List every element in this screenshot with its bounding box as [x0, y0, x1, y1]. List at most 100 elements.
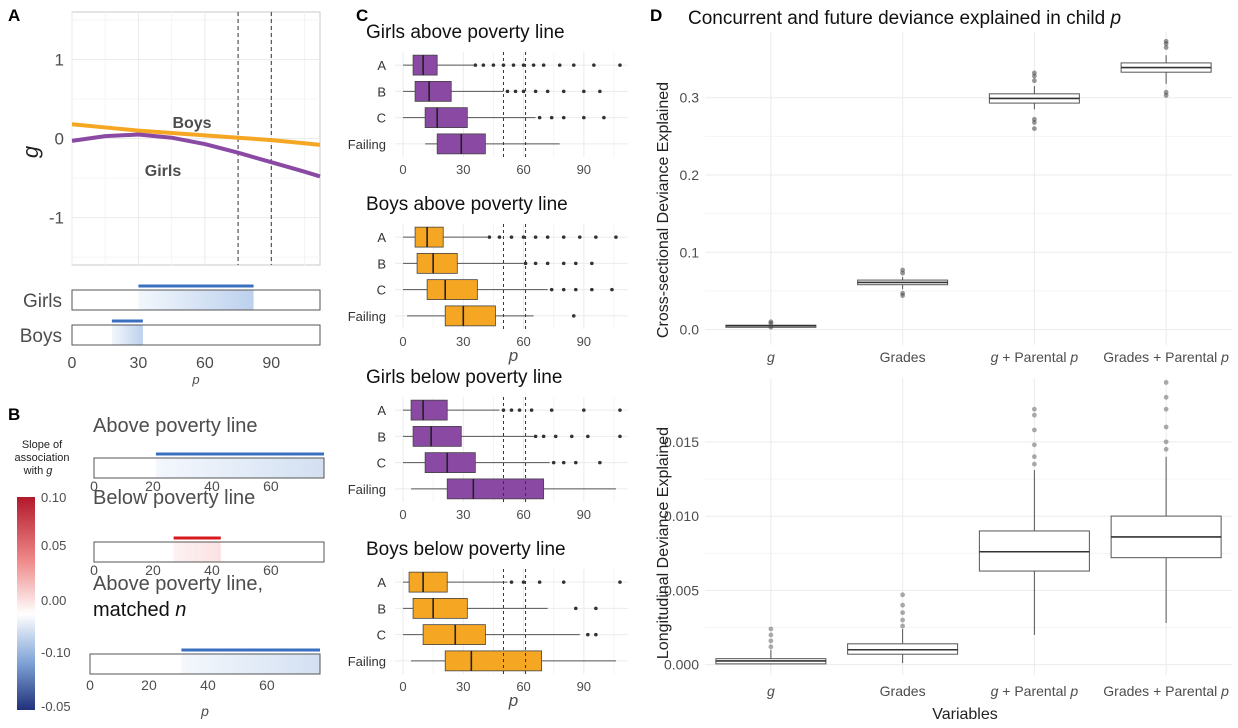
outlier — [481, 63, 486, 67]
legend-tick-label: 0.00 — [41, 593, 66, 608]
panel-b-xlabel: p — [200, 703, 209, 719]
x-tick-label: 60 — [259, 677, 275, 693]
x-category-text: + Parental — [998, 683, 1070, 699]
y-tick-label: 0 — [55, 130, 64, 149]
outlier — [900, 267, 906, 273]
category-label: C — [377, 283, 386, 298]
outlier — [1031, 126, 1037, 132]
category-label: C — [377, 628, 386, 643]
outlier — [1031, 427, 1037, 433]
x-tick-label: 30 — [456, 679, 470, 694]
outlier — [561, 287, 566, 292]
outlier — [900, 623, 906, 629]
sig-fill — [138, 290, 254, 310]
outlier — [517, 408, 522, 412]
x-category-label: Grades + Parental p — [1103, 683, 1229, 699]
category-label: A — [377, 230, 386, 245]
category-label: A — [377, 403, 386, 418]
outlier — [586, 434, 590, 439]
x-category-var: p — [1220, 349, 1229, 365]
outlier — [523, 261, 528, 266]
category-label: Failing — [348, 309, 386, 324]
outlier — [614, 235, 618, 239]
outlier — [533, 89, 538, 94]
category-label: B — [377, 601, 386, 616]
outlier — [598, 89, 602, 94]
girls-curve — [71, 132, 321, 179]
outlier — [594, 632, 598, 637]
outlier — [1031, 454, 1037, 460]
legend-title-line-2: association — [14, 452, 69, 464]
outlier — [1163, 380, 1169, 385]
outlier — [610, 287, 614, 292]
x-category-text: Grades + Parental — [1103, 349, 1221, 365]
outlier — [491, 63, 496, 67]
outlier — [533, 434, 538, 439]
x-tick-label: 20 — [145, 478, 161, 494]
category-label: B — [377, 256, 386, 271]
outlier — [590, 261, 594, 266]
outlier — [582, 408, 586, 412]
outlier — [594, 606, 598, 611]
outlier — [900, 290, 906, 296]
row-fill — [181, 654, 320, 674]
outlier — [571, 314, 576, 318]
panel-b-legend: Slope of association with g — [14, 439, 69, 477]
y-tick-label: 0.010 — [664, 508, 699, 524]
x-tick-label: 20 — [141, 677, 157, 693]
x-category-text: Grades + Parental — [1103, 683, 1221, 699]
girls-label: Girls — [145, 163, 182, 180]
outlier — [586, 632, 590, 637]
box — [426, 279, 478, 300]
row-frame — [93, 457, 325, 479]
outlier — [561, 89, 566, 94]
category-label: C — [377, 111, 386, 126]
outlier — [1163, 439, 1169, 445]
outlier — [1031, 412, 1037, 418]
category-label: C — [377, 456, 386, 471]
outlier — [545, 235, 550, 239]
box — [446, 478, 545, 500]
x-tick-label: 60 — [196, 355, 214, 372]
x-tick-label: 90 — [577, 507, 591, 522]
outlier — [1163, 446, 1169, 452]
outlier — [1163, 45, 1169, 50]
x-category-var: p — [1220, 683, 1229, 699]
outlier — [521, 89, 526, 94]
outlier — [768, 626, 774, 632]
box — [444, 650, 543, 672]
x-tick-label: 0 — [90, 478, 98, 494]
sig-row-frame — [71, 289, 321, 311]
subplot-title: Boys below poverty line — [366, 539, 566, 560]
y-tick-label: 0.005 — [664, 582, 699, 598]
x-tick-label: 30 — [456, 507, 470, 522]
x-tick-label: 30 — [130, 355, 148, 372]
outlier — [561, 580, 566, 584]
box — [412, 598, 468, 619]
outlier — [541, 434, 546, 439]
outlier — [533, 235, 538, 239]
category-label: B — [377, 429, 386, 444]
subplot-title: Girls above poverty line — [366, 22, 565, 43]
x-tick-label: 90 — [262, 355, 280, 372]
outlier — [573, 460, 578, 465]
x-tick-label: 30 — [456, 334, 470, 349]
outlier — [768, 319, 774, 325]
outlier — [1163, 394, 1169, 400]
x-category-var: p — [1069, 349, 1078, 365]
outlier — [551, 460, 556, 465]
x-tick-label: 90 — [577, 334, 591, 349]
panel-c-label: C — [356, 6, 368, 25]
outlier — [531, 63, 536, 67]
x-category-label: g — [767, 683, 775, 699]
x-tick-label: 90 — [577, 679, 591, 694]
outlier — [521, 235, 526, 239]
outlier — [598, 460, 602, 465]
outlier — [561, 115, 566, 120]
sig-row-frame — [71, 324, 321, 346]
row-fill — [173, 542, 221, 562]
outlier — [549, 287, 554, 292]
box — [410, 399, 448, 421]
outlier — [521, 580, 526, 584]
row-title: Below poverty line — [93, 487, 255, 509]
